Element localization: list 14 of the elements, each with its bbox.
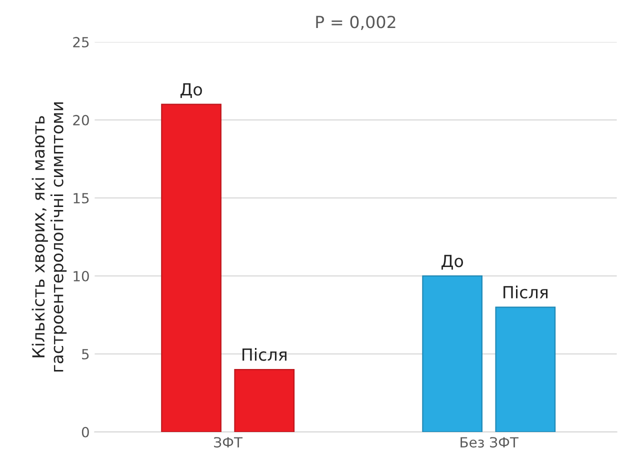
y-tick-label: 0 — [82, 426, 89, 438]
y-tick-label: 25 — [73, 36, 89, 48]
text: До — [442, 254, 464, 270]
y-tick-label: 15 — [74, 193, 89, 204]
y-axis-title: Кількість хворих, які мають гастроентерологічні симптоми — [32, 102, 67, 372]
chart-title: P = 0,002 — [316, 16, 396, 30]
series-label: До — [180, 83, 202, 98]
y-tick-label: 10 — [74, 270, 89, 282]
x-tick-label: ЗФТ — [214, 437, 243, 448]
text: Після — [504, 286, 548, 298]
y-tick-label: 20 — [73, 114, 89, 126]
x-tick-label: Без ЗФТ — [460, 437, 519, 448]
y-tick-label: 5 — [82, 349, 89, 360]
series-label: Після — [242, 348, 286, 361]
